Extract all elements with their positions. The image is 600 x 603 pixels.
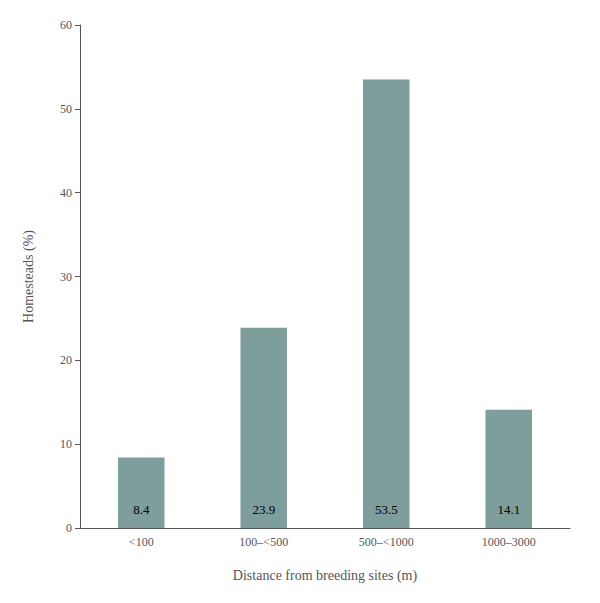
svg-text:Homesteads (%): Homesteads (%) — [21, 230, 37, 323]
svg-text:23.9: 23.9 — [252, 502, 275, 517]
svg-text:8.4: 8.4 — [133, 502, 150, 517]
svg-text:Distance from breeding sites (: Distance from breeding sites (m) — [233, 568, 418, 584]
svg-text:14.1: 14.1 — [497, 502, 520, 517]
svg-text:20: 20 — [60, 353, 72, 367]
svg-text:10: 10 — [60, 437, 72, 451]
svg-text:50: 50 — [60, 102, 72, 116]
svg-text:60: 60 — [60, 18, 72, 32]
svg-text:53.5: 53.5 — [375, 502, 398, 517]
svg-text:40: 40 — [60, 186, 72, 200]
svg-text:500–<1000: 500–<1000 — [359, 535, 414, 549]
svg-text:0: 0 — [66, 521, 72, 535]
svg-text:100–<500: 100–<500 — [239, 535, 288, 549]
svg-text:<100: <100 — [129, 535, 154, 549]
svg-text:1000–3000: 1000–3000 — [482, 535, 536, 549]
svg-text:30: 30 — [60, 270, 72, 284]
